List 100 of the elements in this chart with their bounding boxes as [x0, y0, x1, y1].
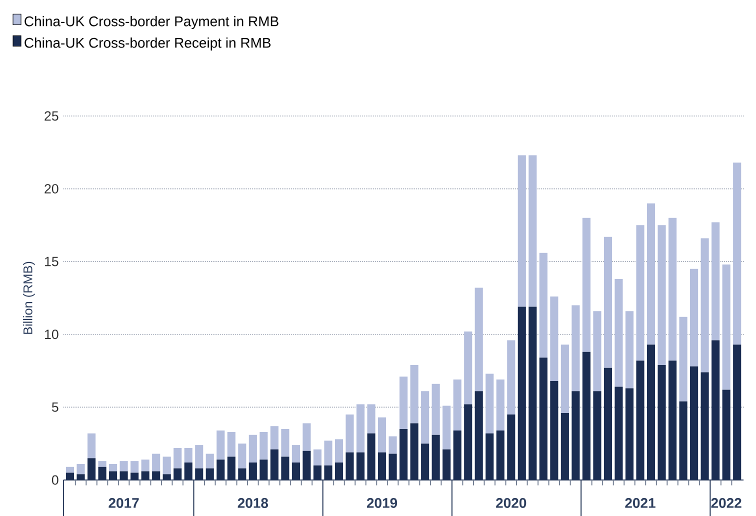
bar: [604, 236, 612, 368]
bar: [141, 460, 150, 472]
bar: [270, 449, 278, 480]
bar: [281, 429, 290, 457]
bar: [453, 380, 462, 430]
bar: [87, 433, 96, 458]
bar: [572, 305, 580, 392]
bar: [76, 474, 85, 480]
bar: [679, 316, 688, 402]
bar: [216, 460, 225, 480]
bar: [432, 434, 440, 480]
bar: [184, 462, 192, 480]
bar: [474, 288, 483, 392]
bar: [356, 404, 365, 452]
bar: [87, 458, 96, 480]
bar: [388, 436, 397, 454]
bar: [66, 466, 74, 473]
bar: [518, 306, 526, 480]
bar: [410, 364, 418, 424]
bar: [712, 222, 720, 340]
bar: [572, 391, 580, 480]
legend-label: China-UK Cross-border Receipt in RMB: [24, 38, 271, 51]
bar: [195, 468, 204, 480]
bar: [292, 462, 300, 480]
bar: [593, 391, 602, 480]
x-tick-label: 2019: [366, 498, 398, 508]
bar: [582, 218, 590, 352]
bar: [388, 454, 397, 480]
bar: [550, 296, 558, 381]
bar: [614, 386, 623, 480]
bar: [700, 372, 709, 480]
bar: [162, 456, 171, 474]
bar: [238, 468, 246, 480]
bar: [248, 434, 257, 463]
bar: [206, 454, 214, 468]
bar: [378, 417, 386, 452]
bar: [174, 468, 182, 480]
bar: [260, 432, 268, 460]
bar: [560, 413, 569, 480]
bar: [302, 450, 311, 480]
bar: [486, 374, 494, 434]
bar: [313, 465, 322, 480]
bar: [410, 423, 418, 480]
bar: [539, 358, 548, 480]
bar: [690, 268, 698, 366]
bar: [152, 454, 160, 472]
bar: [98, 461, 106, 467]
bar: [474, 391, 483, 480]
bar: [109, 471, 118, 480]
bar: [66, 472, 74, 480]
bar: [130, 472, 139, 480]
bar: [334, 439, 344, 463]
bar: [733, 344, 742, 480]
x-tick-label: 2017: [108, 498, 139, 508]
bar: [658, 225, 666, 365]
bar: [216, 430, 225, 460]
legend-label: China-UK Cross-border Payment in RMB: [24, 16, 278, 30]
bar: [98, 466, 106, 480]
bar: [528, 306, 537, 480]
bar: [400, 429, 408, 480]
bar: [152, 471, 160, 480]
bar: [174, 448, 182, 468]
bar: [464, 331, 472, 404]
bar: [334, 462, 344, 480]
bar: [248, 462, 257, 480]
bar: [646, 203, 656, 345]
bar: [722, 390, 730, 480]
bar: [507, 340, 516, 414]
bar: [281, 456, 290, 480]
bar: [76, 464, 85, 474]
bar: [679, 401, 688, 480]
bar: [560, 344, 569, 414]
bar: [432, 384, 440, 435]
bar: [550, 380, 558, 480]
bar: [130, 461, 139, 473]
bar: [184, 448, 192, 463]
bar: [712, 340, 720, 480]
bar: [722, 264, 730, 390]
x-tick-label: 2020: [496, 498, 526, 508]
bar: [141, 471, 150, 480]
bar: [421, 391, 430, 444]
bar: [346, 414, 354, 452]
bar: [658, 364, 666, 480]
bar: [120, 471, 128, 480]
bar: [324, 465, 332, 480]
y-tick-label: 15: [45, 256, 58, 266]
bar: [442, 449, 451, 480]
bar: [109, 464, 118, 472]
bar: [378, 452, 386, 480]
bar: [518, 155, 526, 307]
bar: [400, 376, 408, 430]
bar: [227, 456, 236, 480]
bar: [636, 225, 644, 361]
bar: [668, 360, 677, 480]
y-axis-title: Billion (RMB): [23, 262, 35, 334]
bar: [260, 460, 268, 480]
bar: [593, 311, 602, 392]
bar: [367, 433, 376, 480]
bar: [356, 452, 365, 480]
bar: [614, 279, 623, 387]
